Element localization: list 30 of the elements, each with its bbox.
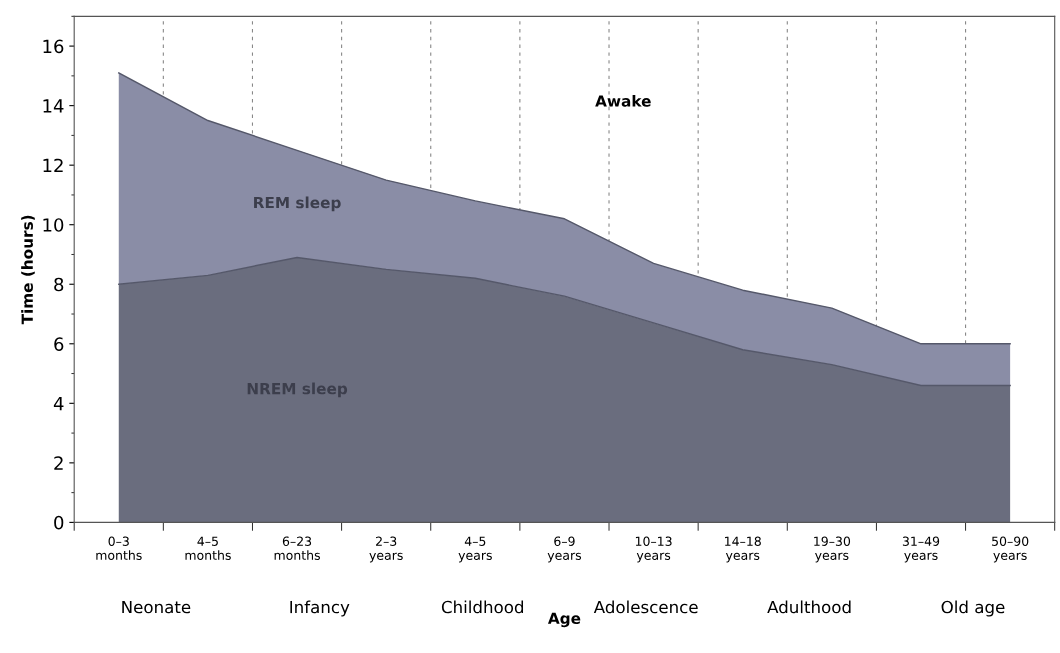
text: Neonate bbox=[122, 600, 191, 614]
y-tick-label: 16 bbox=[43, 39, 64, 54]
x-tick-label: 0–3 months bbox=[96, 536, 142, 560]
text: Childhood bbox=[441, 600, 524, 614]
x-tick-label: 10–13 years bbox=[635, 536, 672, 563]
y-tick-label: 0 bbox=[54, 515, 64, 530]
x-tick-label: 50–90 years bbox=[992, 536, 1029, 563]
annotation: Awake bbox=[595, 94, 651, 107]
x-axis-title: Age bbox=[547, 612, 581, 628]
y-tick-label: 2 bbox=[54, 456, 63, 470]
x-tick-label: 6–9 years bbox=[547, 536, 582, 563]
y-tick-label: 6 bbox=[54, 337, 64, 351]
y-tick-label: 4 bbox=[53, 397, 64, 411]
y-axis-title: Time (hours) bbox=[21, 215, 35, 325]
y-tick-label: 12 bbox=[43, 158, 63, 173]
series-label: REM sleep bbox=[254, 196, 341, 212]
y-tick-label: 14 bbox=[43, 99, 64, 113]
x-tick-label: 2–3 years bbox=[369, 536, 403, 563]
text: Old age bbox=[941, 600, 1005, 617]
x-tick-label: 31–49 years bbox=[902, 536, 940, 563]
x-tick-label: 4–5 years bbox=[458, 536, 492, 563]
text: Infancy bbox=[290, 600, 350, 617]
x-tick-label: 19–30 years bbox=[814, 536, 851, 563]
x-tick-label: 14–18 years bbox=[725, 536, 761, 563]
text: Adulthood bbox=[767, 600, 851, 614]
text: Adolescence bbox=[593, 600, 698, 614]
y-tick-label: 10 bbox=[43, 218, 64, 232]
x-tick-label: 4–5 months bbox=[185, 536, 231, 560]
x-tick-label: 6–23 months bbox=[274, 536, 320, 560]
y-tick-label: 8 bbox=[54, 277, 64, 292]
